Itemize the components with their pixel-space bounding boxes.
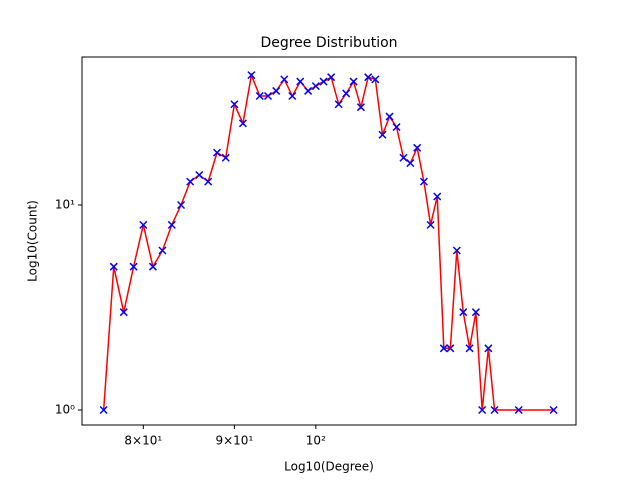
- data-marker: [439, 344, 448, 353]
- data-marker: [204, 177, 213, 186]
- data-marker: [459, 308, 468, 317]
- plot-frame: [81, 56, 577, 426]
- data-marker: [549, 405, 558, 415]
- data-marker: [319, 77, 328, 86]
- data-marker: [471, 308, 480, 317]
- data-marker: [255, 91, 264, 101]
- data-marker: [139, 220, 148, 229]
- y-axis-label: Log10(Count): [26, 200, 40, 282]
- data-marker: [129, 262, 138, 271]
- data-marker: [167, 220, 176, 229]
- data-marker: [446, 344, 455, 353]
- data-marker: [364, 73, 373, 82]
- data-marker: [99, 405, 108, 415]
- data-marker: [356, 103, 365, 112]
- data-marker: [349, 77, 358, 86]
- data-marker: [119, 308, 128, 317]
- data-marker: [230, 100, 239, 109]
- data-marker: [272, 86, 281, 95]
- data-marker: [385, 112, 394, 121]
- data-marker: [413, 143, 422, 152]
- data-marker: [311, 82, 320, 91]
- y-tick-label: 10¹: [55, 197, 75, 211]
- data-marker: [334, 100, 343, 109]
- data-marker: [238, 119, 247, 128]
- data-marker: [195, 170, 204, 180]
- data-marker: [148, 262, 157, 271]
- data-marker: [280, 75, 289, 84]
- data-marker: [484, 344, 493, 353]
- data-marker: [433, 192, 442, 201]
- data-marker: [327, 73, 336, 82]
- data-marker: [514, 405, 523, 415]
- data-marker: [288, 91, 297, 101]
- data-marker: [186, 177, 195, 186]
- data-marker: [263, 91, 273, 101]
- data-marker: [406, 159, 415, 168]
- data-marker: [177, 200, 186, 210]
- data-marker: [490, 405, 499, 415]
- x-tick-label: 9×10¹: [215, 434, 253, 448]
- x-tick-label: 10²: [306, 434, 326, 448]
- data-marker: [304, 86, 313, 95]
- data-marker: [212, 148, 222, 157]
- data-line: [102, 72, 554, 411]
- data-marker: [247, 71, 256, 80]
- chart-title: Degree Distribution: [260, 35, 397, 51]
- data-marker: [419, 177, 428, 186]
- data-marker: [378, 130, 387, 139]
- x-axis-label: Log10(Degree): [284, 460, 374, 474]
- data-marker: [392, 123, 401, 132]
- data-marker: [478, 405, 487, 415]
- data-marker: [452, 246, 461, 255]
- data-marker: [296, 77, 305, 86]
- data-marker: [158, 246, 167, 255]
- data-marker: [342, 89, 351, 98]
- data-marker: [371, 75, 380, 84]
- data-marker: [109, 262, 118, 271]
- y-tick-label: 10⁰: [55, 403, 75, 417]
- x-tick-label: 8×10¹: [124, 434, 162, 448]
- data-marker: [465, 344, 474, 353]
- data-marker: [221, 153, 230, 162]
- data-marker: [426, 220, 435, 229]
- data-marker: [399, 153, 408, 162]
